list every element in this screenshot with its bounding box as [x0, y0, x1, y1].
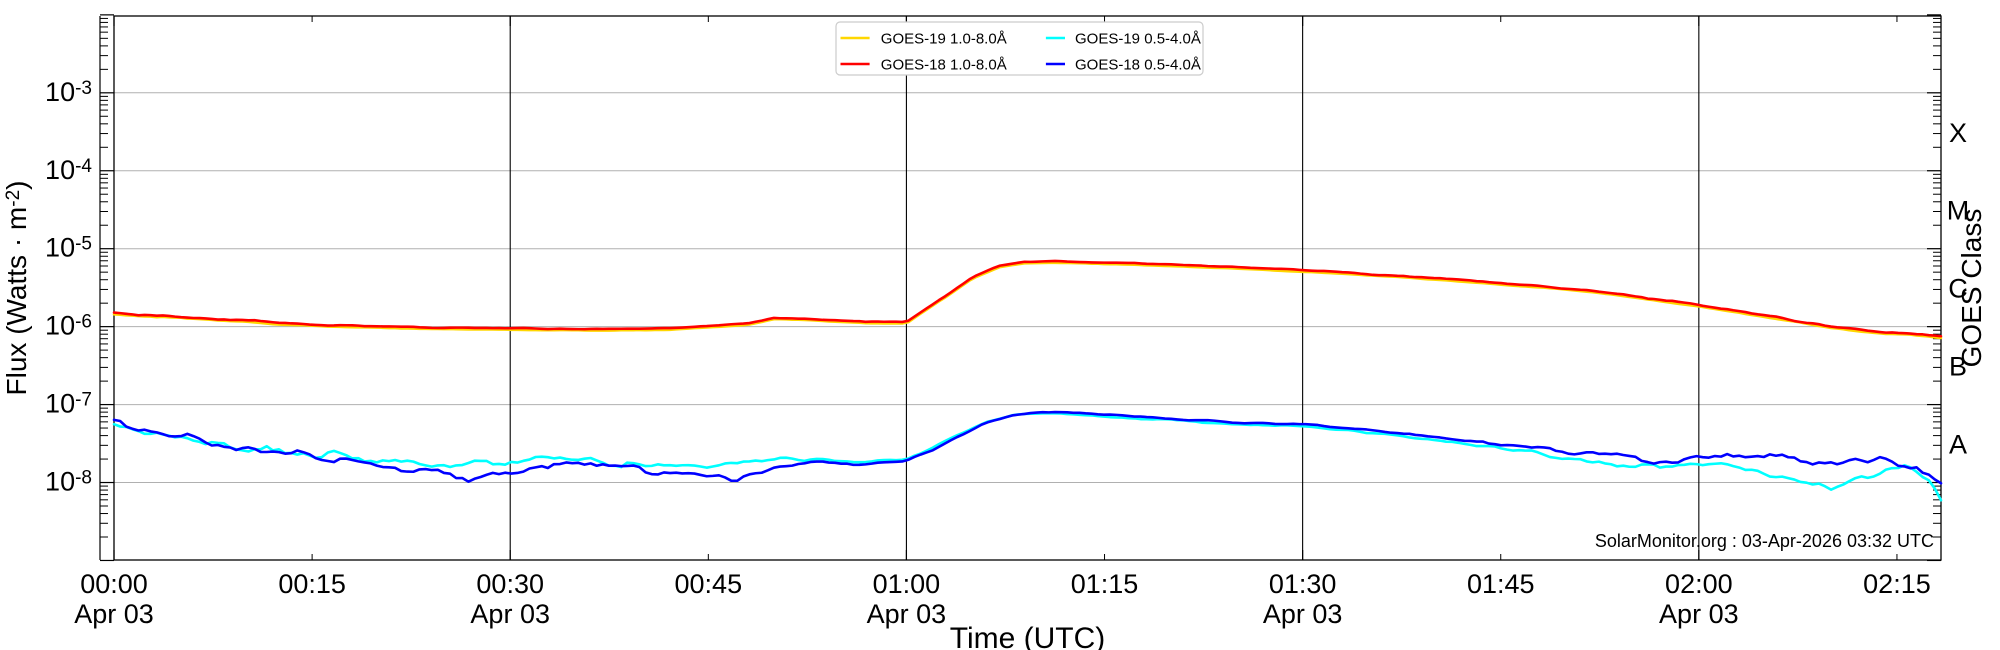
svg-text:Time (UTC): Time (UTC): [950, 622, 1106, 650]
svg-text:A: A: [1949, 430, 1967, 460]
svg-text:GOES-19 0.5-4.0Å: GOES-19 0.5-4.0Å: [1075, 31, 1201, 48]
svg-text:Apr 03: Apr 03: [74, 599, 154, 629]
svg-text:GOES-18 0.5-4.0Å: GOES-18 0.5-4.0Å: [1075, 57, 1201, 74]
svg-text:X: X: [1949, 118, 1967, 148]
svg-text:Apr 03: Apr 03: [867, 599, 947, 629]
svg-text:00:15: 00:15: [278, 569, 346, 599]
svg-text:02:00: 02:00: [1665, 569, 1733, 599]
svg-text:01:45: 01:45: [1467, 569, 1535, 599]
svg-text:02:15: 02:15: [1863, 569, 1931, 599]
svg-text:Apr 03: Apr 03: [1659, 599, 1739, 629]
svg-text:01:30: 01:30: [1269, 569, 1337, 599]
svg-text:01:00: 01:00: [873, 569, 941, 599]
svg-text:00:45: 00:45: [675, 569, 743, 599]
svg-text:Apr 03: Apr 03: [1263, 599, 1343, 629]
svg-text:SolarMonitor.org : 03-Apr-2026: SolarMonitor.org : 03-Apr-2026 03:32 UTC: [1595, 531, 1934, 551]
svg-text:00:30: 00:30: [476, 569, 544, 599]
svg-text:01:15: 01:15: [1071, 569, 1139, 599]
svg-text:GOES Class: GOES Class: [1956, 209, 1987, 368]
svg-text:GOES-19 1.0-8.0Å: GOES-19 1.0-8.0Å: [881, 31, 1007, 48]
svg-text:GOES-18 1.0-8.0Å: GOES-18 1.0-8.0Å: [881, 57, 1007, 74]
svg-text:Flux (Watts · m-2): Flux (Watts · m-2): [1, 181, 32, 396]
svg-text:Apr 03: Apr 03: [470, 599, 550, 629]
svg-text:00:00: 00:00: [80, 569, 148, 599]
